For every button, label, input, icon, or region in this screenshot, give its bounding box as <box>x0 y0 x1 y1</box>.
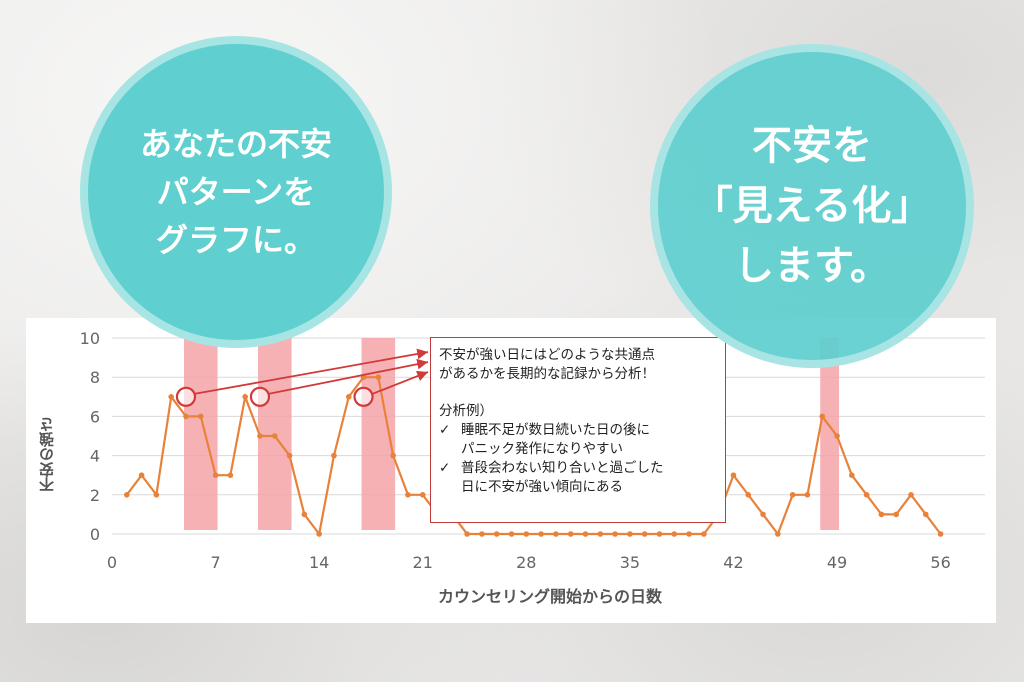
data-point <box>212 472 219 479</box>
x-axis-label: カウンセリング開始からの日数 <box>437 587 662 606</box>
data-point <box>686 531 692 537</box>
marker-ring <box>249 386 271 407</box>
highlight-band <box>820 338 840 530</box>
data-point <box>419 492 426 498</box>
data-point <box>301 511 308 518</box>
data-point <box>671 531 678 537</box>
x-tick-label: 21 <box>413 553 433 572</box>
marker-ring <box>175 386 197 407</box>
data-point <box>405 492 411 498</box>
callout-example-line: 睡眠不足が数日続いた日の後に <box>461 422 650 438</box>
callout-heading-line: 不安が強い日にはどのような共通点 <box>439 347 655 363</box>
y-tick-label: 0 <box>90 525 100 544</box>
y-tick-label: 2 <box>90 486 100 505</box>
data-point <box>937 531 944 537</box>
data-point <box>582 531 589 537</box>
x-tick-label: 35 <box>620 553 640 572</box>
y-tick-label: 8 <box>90 368 100 387</box>
data-point <box>641 531 648 537</box>
data-point <box>286 452 293 459</box>
data-point <box>331 452 337 459</box>
data-point <box>390 452 396 459</box>
data-point <box>834 433 840 439</box>
highlight-band <box>183 338 218 530</box>
y-tick-label: 4 <box>90 447 100 466</box>
data-point <box>227 472 234 479</box>
data-point <box>627 531 633 537</box>
x-tick-label: 28 <box>516 553 536 572</box>
data-point <box>701 531 707 537</box>
data-point <box>345 394 352 400</box>
x-tick-label: 42 <box>723 553 743 572</box>
data-point <box>479 531 485 537</box>
data-point <box>612 531 618 537</box>
data-point <box>538 531 544 537</box>
data-point <box>775 531 781 537</box>
x-tick-label: 56 <box>930 553 950 572</box>
data-point <box>908 492 914 498</box>
data-point <box>123 492 130 498</box>
data-point <box>789 492 796 498</box>
data-point <box>878 511 885 518</box>
check-icon: ✓ <box>439 460 451 476</box>
check-icon: ✓ <box>439 422 451 438</box>
callout-example-line: パニック発作になりやすい <box>461 441 623 457</box>
bubble-line: あなたの不安 <box>139 125 332 163</box>
bubble-line: します。 <box>734 243 890 289</box>
data-point <box>730 472 737 479</box>
bubble-line: パターンを <box>156 173 316 211</box>
data-point <box>656 531 663 537</box>
callout-example: ✓ 睡眠不足が数日続いた日の後に パニック発作になりやすい <box>439 421 717 459</box>
data-point <box>508 531 515 537</box>
x-tick-label: 49 <box>827 553 847 572</box>
headline-bubble-right: 不安を 「見える化」 します。 <box>650 44 974 368</box>
data-point <box>183 413 189 420</box>
x-tick-label: 14 <box>309 553 329 572</box>
data-point <box>804 492 811 498</box>
data-point <box>197 413 204 420</box>
data-point <box>168 394 174 400</box>
data-point <box>464 531 470 537</box>
y-tick-label: 10 <box>80 329 100 348</box>
data-point <box>138 472 145 479</box>
analysis-callout: 不安が強い日にはどのような共通点 があるかを長期的な記録から分析！ 分析例） ✓… <box>430 337 726 523</box>
data-point <box>597 531 604 537</box>
data-point <box>257 433 263 439</box>
x-tick-label: 0 <box>107 553 117 572</box>
bubble-line: 不安を <box>752 123 872 169</box>
bubble-line: グラフに。 <box>155 221 316 259</box>
data-point <box>745 492 752 498</box>
data-point <box>316 531 322 537</box>
bubble-line: 「見える化」 <box>692 183 932 229</box>
data-point <box>863 492 870 498</box>
data-point <box>893 511 900 518</box>
data-point <box>493 531 500 537</box>
data-point <box>760 511 766 518</box>
data-point <box>153 492 160 498</box>
data-point <box>567 531 574 537</box>
data-point <box>271 433 278 439</box>
callout-arrow <box>194 348 429 395</box>
data-point <box>553 531 559 537</box>
data-point <box>523 531 530 537</box>
callout-arrow <box>372 370 429 395</box>
callout-example-line: 普段会わない知り合いと過ごした <box>461 460 664 476</box>
data-point <box>923 511 929 518</box>
data-point <box>849 472 855 479</box>
callout-heading-line: があるかを長期的な記録から分析！ <box>439 366 655 382</box>
x-tick-label: 7 <box>210 553 220 572</box>
data-point <box>242 394 248 400</box>
callout-example-line: 日に不安が強い傾向にある <box>461 479 623 495</box>
data-point <box>819 413 826 420</box>
data-point <box>375 374 382 381</box>
headline-bubble-left: あなたの不安 パターンを グラフに。 <box>80 36 392 348</box>
y-axis-label: 不安の強さ <box>38 417 56 493</box>
y-tick-label: 6 <box>90 407 100 426</box>
callout-example: ✓ 普段会わない知り合いと過ごした 日に不安が強い傾向にある <box>439 459 717 497</box>
callout-example-title: 分析例） <box>439 403 493 419</box>
callout-arrow <box>268 358 429 395</box>
marker-ring <box>353 386 374 407</box>
